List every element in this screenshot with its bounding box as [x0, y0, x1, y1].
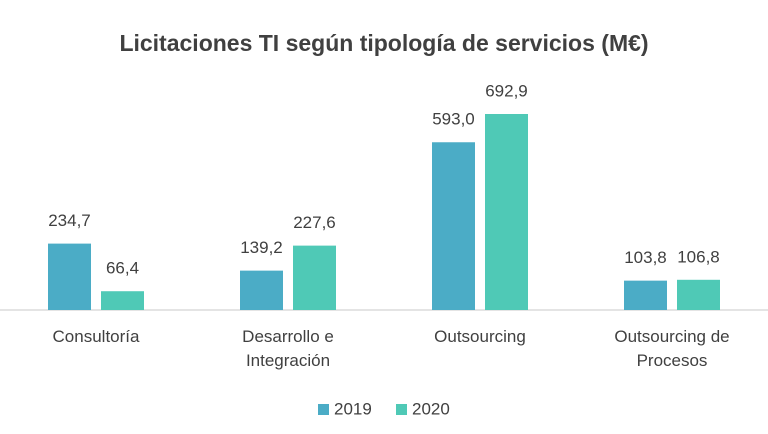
- bar: [624, 280, 667, 310]
- value-label: 139,2: [240, 238, 283, 257]
- value-label: 66,4: [106, 259, 139, 278]
- legend-label: 2019: [334, 399, 372, 418]
- bar: [48, 243, 91, 310]
- bar: [293, 245, 336, 310]
- legend-label: 2020: [412, 399, 450, 418]
- x-tick-label: Outsourcing: [434, 327, 526, 346]
- bar: [485, 114, 528, 310]
- chart-title: Licitaciones TI según tipología de servi…: [119, 30, 648, 56]
- value-label: 234,7: [48, 211, 91, 230]
- value-label: 692,9: [485, 81, 528, 100]
- value-label: 593,0: [432, 110, 475, 129]
- bar: [677, 279, 720, 310]
- x-tick-label: Desarrollo e Integración: [242, 327, 334, 370]
- legend-swatch: [318, 404, 329, 415]
- value-label: 103,8: [624, 248, 667, 267]
- x-tick-label: Consultoría: [52, 327, 140, 346]
- legend-swatch: [396, 404, 407, 415]
- bar: [240, 270, 283, 310]
- value-label: 227,6: [293, 213, 336, 232]
- value-label: 106,8: [677, 247, 720, 266]
- bar: [101, 291, 144, 310]
- bar: [432, 142, 475, 310]
- x-tick-label: Outsourcing de Procesos: [614, 327, 730, 370]
